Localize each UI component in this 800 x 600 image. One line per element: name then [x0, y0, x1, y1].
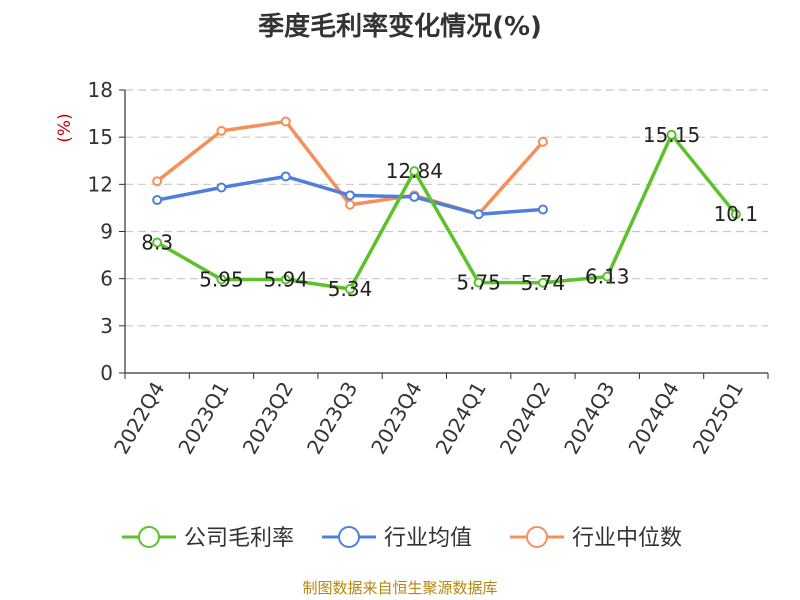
y-tick-label: 3	[100, 314, 113, 338]
series-lines	[152, 116, 741, 295]
x-tick-label: 2025Q1	[688, 378, 748, 459]
data-point	[666, 129, 677, 140]
data-point	[216, 274, 227, 285]
data-point	[473, 277, 484, 288]
legend-item: 公司毛利率	[122, 526, 294, 551]
data-point	[345, 199, 356, 210]
data-point	[152, 237, 163, 248]
data-point	[409, 191, 420, 202]
legend-marker	[138, 526, 160, 548]
legend-label: 行业中位数	[572, 526, 682, 551]
x-tick-label: 2023Q1	[173, 378, 233, 459]
data-point	[280, 116, 291, 127]
data-point	[280, 274, 291, 285]
legend-label: 行业均值	[384, 526, 472, 551]
data-point	[345, 284, 356, 295]
data-point	[280, 171, 291, 182]
y-tick-label: 0	[100, 361, 113, 385]
y-tick-label: 12	[88, 172, 113, 196]
data-label: 15.15	[643, 123, 700, 147]
y-tick-label: 18	[88, 78, 113, 102]
y-tick-label: 15	[88, 125, 113, 149]
data-label: 8.3	[141, 231, 173, 255]
data-label: 5.94	[263, 268, 308, 292]
data-point	[409, 166, 420, 177]
y-tick-label: 9	[100, 220, 113, 244]
data-label: 5.75	[456, 271, 501, 295]
data-label: 5.95	[199, 267, 244, 291]
series-0	[152, 129, 741, 295]
legend-marker	[526, 526, 548, 548]
data-label: 5.34	[328, 277, 373, 301]
data-point	[152, 176, 163, 187]
legend-item: 行业均值	[322, 526, 472, 551]
y-tick-label: 6	[100, 267, 113, 291]
data-point	[345, 190, 356, 201]
data-label: 6.13	[585, 265, 630, 289]
chart-title: 季度毛利率变化情况(%)	[258, 12, 542, 42]
x-tick-label: 2024Q1	[431, 378, 491, 459]
data-label: 10.1	[714, 202, 759, 226]
data-label: 5.74	[521, 271, 566, 295]
legend-marker	[338, 526, 360, 548]
x-tick-label: 2023Q2	[238, 378, 298, 459]
data-point	[473, 209, 484, 220]
data-point	[537, 277, 548, 288]
data-point	[602, 271, 613, 282]
data-point	[537, 136, 548, 147]
data-point	[730, 209, 741, 220]
x-tick-label: 2024Q3	[559, 378, 619, 459]
data-point	[152, 195, 163, 206]
x-tick-label: 2023Q4	[366, 378, 426, 459]
x-tick-label: 2024Q2	[495, 378, 555, 459]
series-line	[156, 133, 738, 291]
data-point	[216, 182, 227, 193]
data-point	[216, 125, 227, 136]
data-point	[537, 204, 548, 215]
x-tick-label: 2023Q3	[302, 378, 362, 459]
source-note: 制图数据来自恒生聚源数据库	[302, 579, 498, 597]
legend-item: 行业中位数	[510, 526, 682, 551]
x-tick-label: 2024Q4	[623, 378, 683, 459]
y-unit-label: (%)	[55, 113, 75, 142]
x-tick-label: 2022Q4	[109, 378, 169, 459]
data-label: 12.84	[386, 159, 443, 183]
series-1	[152, 171, 548, 220]
legend: 公司毛利率 行业均值 行业中位数	[122, 526, 682, 551]
legend-label: 公司毛利率	[184, 526, 294, 551]
series-2	[152, 116, 548, 220]
data-labels: 8.3 5.95 5.94 5.34 12.84 5.75 5.74 6.13 15.15 10.…	[141, 123, 758, 301]
